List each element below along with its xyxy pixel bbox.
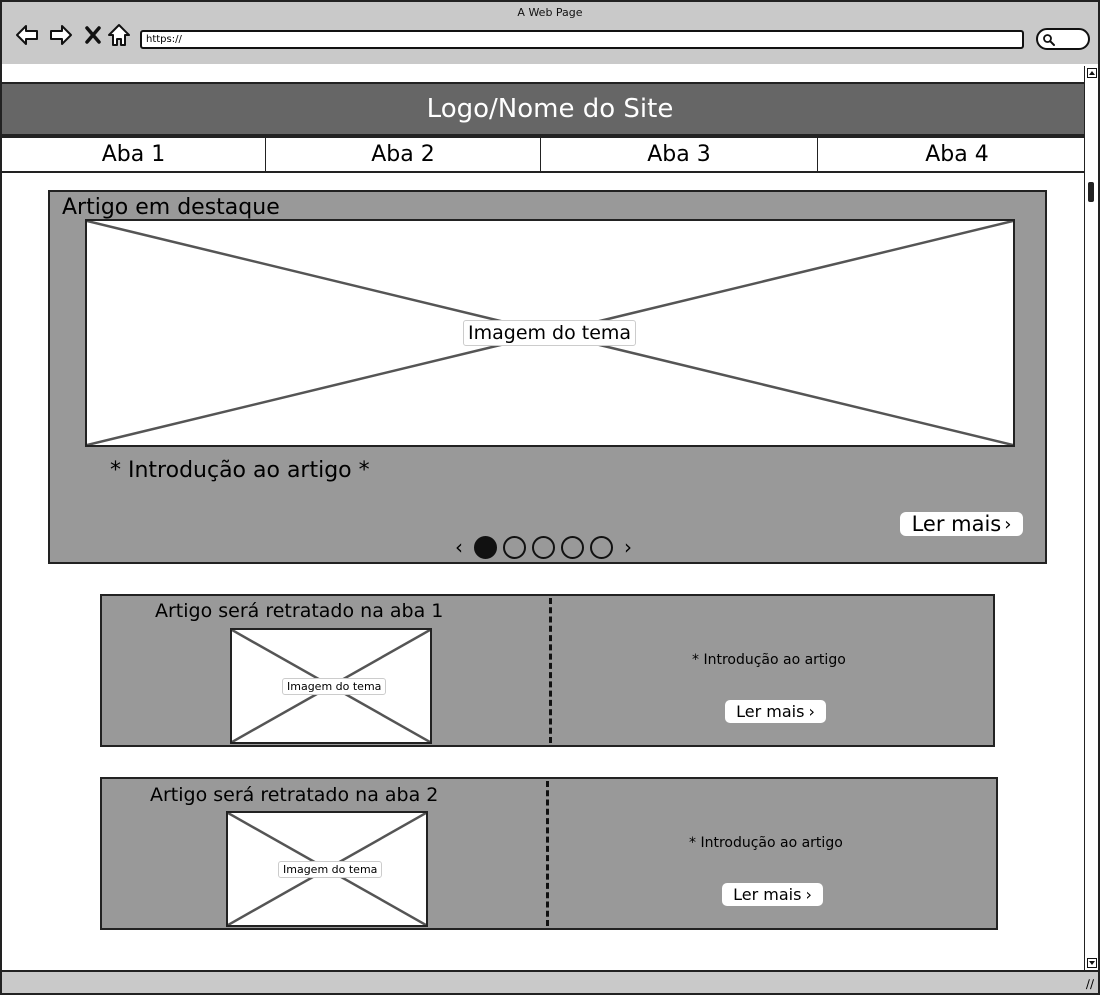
carousel-dot[interactable] <box>590 535 613 559</box>
article-card-read-more-button[interactable]: Ler mais › <box>725 700 826 723</box>
featured-read-more-button[interactable]: Ler mais › <box>900 512 1023 536</box>
carousel-dot[interactable] <box>532 535 555 559</box>
featured-article-title: Artigo em destaque <box>62 195 280 220</box>
article-card-read-more-button[interactable]: Ler mais › <box>722 883 823 906</box>
url-bar[interactable]: https:// <box>140 30 1024 49</box>
card-divider <box>546 781 549 926</box>
read-more-label: Ler mais <box>911 512 1002 536</box>
article-card-image-placeholder: Imagem do tema <box>226 811 428 927</box>
scrollbar-thumb[interactable] <box>1088 182 1094 202</box>
site-logo-title[interactable]: Logo/Nome do Site <box>426 94 674 124</box>
image-label: Imagem do tema <box>278 861 383 878</box>
tab-aba-1[interactable]: Aba 1 <box>2 138 266 171</box>
carousel-controls: ‹ › <box>450 532 637 562</box>
browser-status-bar: ∕∕ <box>0 970 1100 995</box>
image-label: Imagem do tema <box>463 320 637 346</box>
back-arrow-icon[interactable] <box>14 22 40 48</box>
forward-arrow-icon[interactable] <box>48 22 74 48</box>
carousel-next-icon[interactable]: › <box>624 535 632 559</box>
resize-grip-icon[interactable]: ∕∕ <box>1085 977 1094 991</box>
featured-image-placeholder: Imagem do tema <box>85 219 1015 447</box>
tab-aba-2[interactable]: Aba 2 <box>266 138 541 171</box>
chevron-right-icon: › <box>805 885 812 904</box>
browser-search-box[interactable] <box>1036 28 1090 50</box>
read-more-label: Ler mais <box>733 885 802 904</box>
close-icon[interactable] <box>80 22 106 48</box>
article-card-title: Artigo será retratado na aba 2 <box>150 784 439 806</box>
article-card: Artigo será retratado na aba 1 Imagem do… <box>100 594 995 747</box>
chevron-right-icon: › <box>808 702 815 721</box>
tab-aba-4[interactable]: Aba 4 <box>925 142 989 167</box>
article-card: Artigo será retratado na aba 2 Imagem do… <box>100 777 998 930</box>
article-card-image-placeholder: Imagem do tema <box>230 628 432 744</box>
read-more-label: Ler mais <box>736 702 805 721</box>
vertical-scrollbar[interactable] <box>1084 66 1098 970</box>
window-title: A Web Page <box>517 6 583 19</box>
carousel-dot[interactable] <box>503 535 526 559</box>
card-divider <box>549 598 552 743</box>
article-card-intro: * Introdução ao artigo <box>689 835 843 851</box>
tab-aba-3[interactable]: Aba 3 <box>541 138 818 171</box>
article-card-intro: * Introdução ao artigo <box>692 652 846 668</box>
scroll-up-icon[interactable] <box>1086 67 1098 79</box>
chevron-right-icon: › <box>1004 513 1012 535</box>
site-header: Logo/Nome do Site <box>0 82 1100 136</box>
browser-chrome: A Web Page https:// <box>0 0 1100 66</box>
article-card-title: Artigo será retratado na aba 1 <box>155 600 444 622</box>
featured-article: Artigo em destaque Imagem do tema * Intr… <box>48 190 1047 564</box>
carousel-dot[interactable] <box>474 535 497 559</box>
scroll-down-icon[interactable] <box>1086 957 1098 969</box>
home-icon[interactable] <box>106 22 132 48</box>
carousel-dot[interactable] <box>561 535 584 559</box>
search-icon <box>1043 34 1055 46</box>
image-label: Imagem do tema <box>282 678 387 695</box>
carousel-prev-icon[interactable]: ‹ <box>455 535 463 559</box>
featured-intro: * Introdução ao artigo * <box>110 458 370 483</box>
tab-bar: Aba 1 Aba 2 Aba 3 Aba 4 <box>0 136 1098 173</box>
